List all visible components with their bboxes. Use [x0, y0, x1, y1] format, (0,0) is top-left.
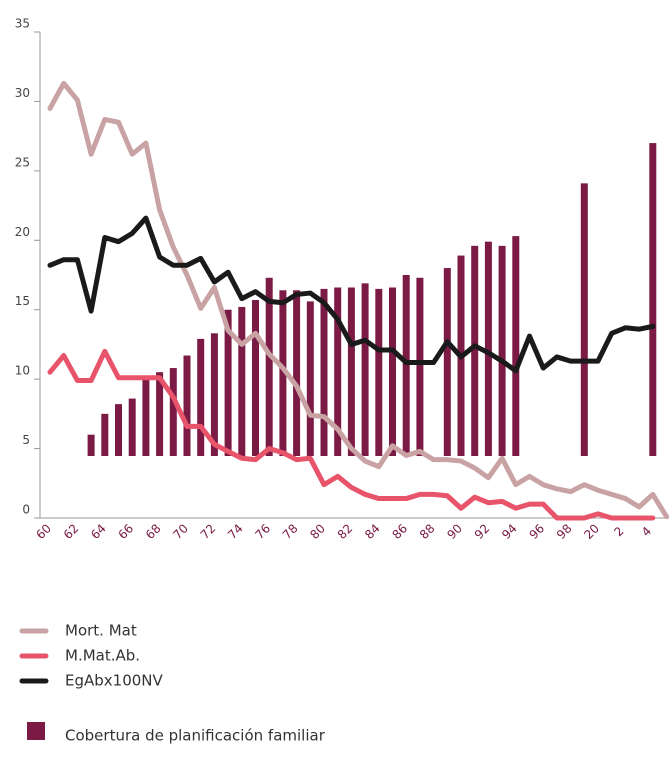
x-tick-label: 84 — [362, 521, 383, 542]
y-tick-label: 10 — [15, 364, 30, 378]
bar — [512, 236, 520, 456]
legend-label: Mort. Mat — [65, 622, 137, 640]
x-tick-label: 90 — [444, 521, 465, 542]
bar — [498, 245, 506, 456]
x-tick-label: 94 — [499, 521, 520, 542]
bar — [169, 368, 177, 456]
bar — [580, 183, 588, 456]
x-tick-label: 2 — [611, 524, 626, 539]
bar — [101, 413, 109, 456]
line — [47, 215, 656, 374]
x-tick-label: 86 — [389, 521, 410, 542]
x-tick-label: 80 — [307, 521, 328, 542]
bar — [649, 143, 657, 457]
bar — [115, 404, 122, 456]
bar — [306, 301, 314, 456]
y-tick-label: 25 — [15, 155, 30, 169]
y-tick-label: 0 — [22, 503, 30, 517]
x-tick-label: 74 — [225, 521, 246, 542]
x-tick-label: 98 — [554, 521, 575, 542]
bar — [183, 355, 191, 456]
x-tick-label: 60 — [33, 521, 54, 542]
bar — [265, 277, 273, 456]
y-tick-label: 35 — [15, 17, 30, 31]
bar — [156, 372, 164, 456]
bar — [402, 275, 410, 456]
x-tick-label: 62 — [61, 521, 82, 542]
bar — [238, 306, 246, 456]
bar — [375, 288, 383, 456]
bar — [484, 241, 492, 456]
x-tick-label: 66 — [115, 521, 136, 542]
y-tick-label: 30 — [15, 86, 30, 100]
bar — [252, 299, 259, 456]
legend-swatch — [27, 722, 45, 740]
bar — [443, 268, 451, 456]
x-tick-label: 88 — [417, 521, 438, 542]
y-tick-label: 5 — [22, 433, 30, 447]
bar — [197, 338, 205, 456]
bar — [361, 283, 369, 456]
y-tick-label: 20 — [15, 225, 30, 239]
x-tick-label: 72 — [198, 521, 219, 542]
x-tick-label: 78 — [280, 521, 301, 542]
x-tick-label: 4 — [639, 524, 654, 539]
bar — [389, 287, 396, 456]
bar — [128, 398, 136, 456]
x-tick-label: 96 — [526, 521, 547, 542]
bar — [293, 290, 301, 456]
x-tick-label: 82 — [335, 521, 356, 542]
bar — [320, 288, 328, 456]
x-tick-label: 64 — [88, 521, 109, 542]
bar — [224, 309, 232, 456]
x-tick-label: 76 — [252, 521, 273, 542]
bar — [210, 333, 218, 456]
line — [47, 80, 669, 520]
bar — [87, 434, 95, 456]
bar — [142, 379, 150, 456]
bar — [334, 287, 342, 456]
x-tick-label: 68 — [143, 521, 164, 542]
x-tick-label: 20 — [581, 521, 602, 542]
x-tick-label: 70 — [170, 521, 191, 542]
bar — [471, 245, 479, 456]
bar — [347, 287, 355, 456]
legend-label: M.Mat.Ab. — [65, 647, 140, 665]
legend-label: EgAbx100NV — [65, 672, 164, 690]
x-tick-label: 92 — [472, 521, 493, 542]
bar — [416, 277, 424, 456]
legend-label: Cobertura de planificación familiar — [65, 727, 326, 745]
bar — [279, 290, 287, 456]
line — [47, 348, 656, 521]
y-tick-label: 15 — [15, 294, 30, 308]
